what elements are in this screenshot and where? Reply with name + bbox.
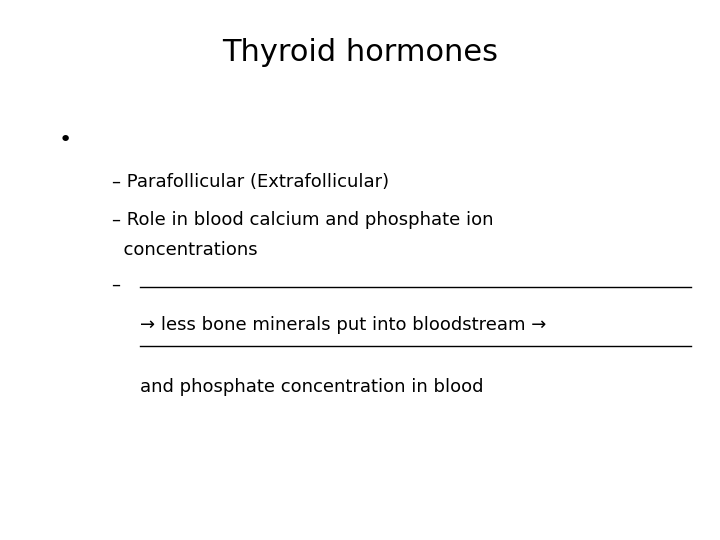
Text: → less bone minerals put into bloodstream →: → less bone minerals put into bloodstrea… — [140, 316, 546, 334]
Text: Thyroid hormones: Thyroid hormones — [222, 38, 498, 67]
Text: – Role in blood calcium and phosphate ion: – Role in blood calcium and phosphate io… — [112, 211, 493, 228]
Text: •: • — [58, 130, 71, 150]
Text: concentrations: concentrations — [112, 241, 257, 259]
Text: – Parafollicular (Extrafollicular): – Parafollicular (Extrafollicular) — [112, 173, 389, 191]
Text: and phosphate concentration in blood: and phosphate concentration in blood — [140, 378, 484, 396]
Text: –: – — [112, 276, 126, 294]
